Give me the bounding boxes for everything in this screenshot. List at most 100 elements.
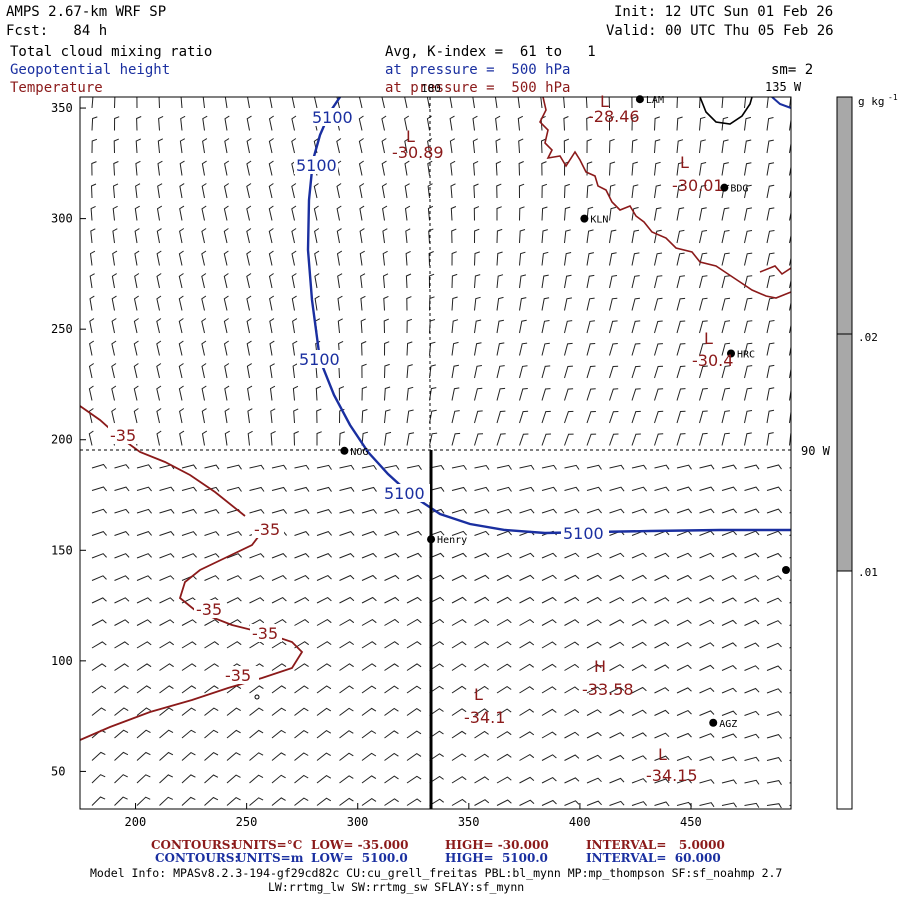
wind-barb <box>631 365 641 379</box>
wind-barb <box>563 97 565 109</box>
wind-barb <box>609 574 625 581</box>
coastline <box>539 97 791 299</box>
wind-barb <box>88 430 94 446</box>
station-dot <box>782 566 790 574</box>
temperature-labels: -35 -35 -35 -35 -35 <box>108 426 284 700</box>
wind-barb <box>676 464 692 470</box>
extrema-labels: L -30.89 L -28.46 L -30.01 L -30.4 L -34… <box>392 92 733 785</box>
wind-barb <box>179 430 185 446</box>
wind-barb <box>519 433 529 446</box>
wind-barb <box>721 464 737 470</box>
wind-barb <box>541 486 558 492</box>
wind-barb <box>404 115 410 131</box>
wind-barb <box>676 664 692 671</box>
wind-barb <box>384 386 391 401</box>
wind-barb <box>201 430 208 446</box>
wind-barb <box>159 685 174 694</box>
wind-barb <box>181 751 196 761</box>
wind-barb <box>496 776 512 784</box>
wind-barb <box>496 685 512 694</box>
wind-barb <box>429 708 444 716</box>
wind-barb <box>384 685 399 694</box>
wind-barb <box>474 618 490 626</box>
wind-barb <box>406 296 412 311</box>
wind-barb <box>156 385 162 401</box>
wind-barb <box>226 641 242 649</box>
wind-barb <box>609 343 618 356</box>
wind-barb <box>159 707 174 716</box>
wind-barb <box>429 486 445 492</box>
wind-barb <box>361 730 377 739</box>
wind-barb <box>271 729 286 739</box>
wind-barb <box>766 620 782 626</box>
wind-barb <box>201 273 207 289</box>
wind-barb <box>789 140 791 154</box>
wind-barb <box>91 751 106 761</box>
wind-barb <box>699 710 715 716</box>
wind-barb <box>382 205 388 221</box>
wind-barb <box>404 205 411 221</box>
wind-barb <box>631 275 640 289</box>
wind-barb <box>406 685 422 694</box>
wind-barb <box>313 205 319 221</box>
wind-barb <box>136 486 152 492</box>
wind-barb <box>134 250 140 266</box>
wind-barb <box>541 754 557 761</box>
wind-barb <box>744 552 760 559</box>
wind-barb <box>519 251 526 266</box>
wind-barb <box>223 228 229 244</box>
wind-barb <box>429 596 445 604</box>
wind-barb <box>91 774 106 784</box>
wind-barb <box>744 687 760 694</box>
wind-barb <box>699 432 708 446</box>
wind-barb <box>406 663 422 671</box>
wind-barb <box>429 552 445 559</box>
wind-barb <box>429 409 437 424</box>
wind-barb <box>586 663 602 671</box>
wind-barb <box>224 363 230 379</box>
wind-barb <box>609 641 625 649</box>
wind-barb <box>519 708 535 716</box>
wind-barb <box>676 619 692 626</box>
wind-barb <box>202 97 205 109</box>
wind-barb <box>249 597 265 604</box>
wind-barb <box>766 711 782 716</box>
wind-barb <box>541 161 547 176</box>
wind-barb <box>519 365 528 379</box>
wind-barb <box>586 320 595 334</box>
wind-barb <box>609 184 616 199</box>
wind-barb <box>159 597 175 604</box>
wind-barb <box>766 117 774 131</box>
wind-barb <box>136 531 152 536</box>
wind-barb <box>474 251 480 266</box>
wind-barb <box>654 343 663 356</box>
wind-barb <box>586 343 596 356</box>
wind-barb <box>381 115 387 131</box>
wind-barb <box>654 732 670 739</box>
temp-contour-high: HIGH= -30.000 <box>445 838 549 852</box>
wind-barb <box>609 754 625 761</box>
wind-barb <box>159 641 175 649</box>
wind-barb <box>744 665 760 671</box>
model-title: AMPS 2.67-km WRF SP <box>6 4 167 20</box>
wind-barb <box>337 295 343 311</box>
wind-barb <box>474 708 489 716</box>
wind-barb <box>135 138 142 154</box>
wind-barb <box>294 797 309 806</box>
wind-barb <box>133 385 139 401</box>
wind-barb <box>114 531 130 536</box>
wind-barb <box>406 775 422 784</box>
wind-barb <box>541 274 549 289</box>
wind-barb <box>91 161 97 176</box>
wind-barb <box>541 251 549 266</box>
wind-barb <box>564 708 580 716</box>
wind-barb <box>451 319 459 334</box>
temp-contour-units: UNITS=°C <box>232 838 303 852</box>
colorbar-unit: g kg <box>858 95 885 108</box>
wind-barb <box>271 553 287 559</box>
temp-contour-interval: INTERVAL= 5.0000 <box>586 838 725 852</box>
low-value: -30.89 <box>392 143 444 162</box>
wind-barb <box>676 530 692 536</box>
wind-barb <box>89 318 95 334</box>
wind-barb <box>541 641 557 649</box>
